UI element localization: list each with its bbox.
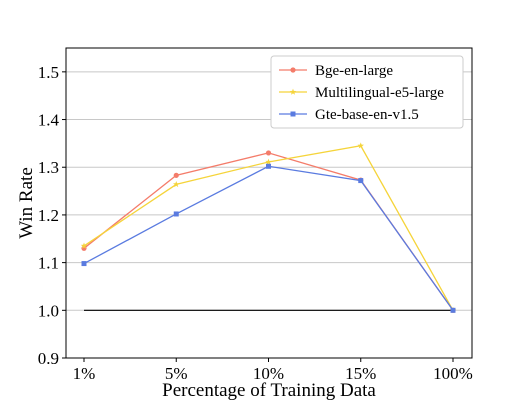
data-point [265, 158, 272, 165]
series-line [83, 165, 454, 311]
y-tick-label: 1.0 [38, 301, 59, 320]
x-tick-label: 10% [253, 364, 284, 383]
x-tick-label: 15% [345, 364, 376, 383]
legend-box [270, 55, 464, 129]
legend-item: Multilingual-e5-large [279, 85, 444, 101]
data-point [266, 163, 271, 169]
legend-label: Multilingual-e5-large [315, 85, 444, 101]
y-tick-label: 1.3 [38, 158, 59, 177]
legend-marker [290, 67, 296, 73]
y-tick-label: 1.4 [38, 111, 60, 130]
series-2 [81, 163, 456, 313]
legend-marker [290, 111, 296, 117]
x-axis-ticks: 1% 5% 10% 15% 100% [73, 358, 473, 383]
legend-label: Bge-en-large [315, 63, 393, 79]
series-0 [81, 150, 456, 313]
legend-label: Gte-base-en-v1.5 [315, 107, 419, 123]
x-axis-title: Percentage of Training Data [162, 380, 376, 401]
y-axis-title: Win Rate [16, 167, 37, 239]
legend-item: Bge-en-large [279, 63, 393, 79]
legend: Bge-en-large Multilingual-e5-large Gte-bas… [270, 55, 464, 129]
data-point [358, 178, 364, 184]
y-tick-label: 0.9 [38, 349, 59, 368]
y-axis-ticks: 0.9 1.0 1.1 1.2 1.3 1.4 1.5 [38, 63, 66, 368]
data-point [81, 261, 87, 267]
data-point [357, 142, 364, 149]
x-tick-label: 5% [165, 364, 188, 383]
data-point [173, 172, 179, 178]
x-tick-label: 100% [433, 364, 473, 383]
legend-marker [289, 88, 297, 95]
y-tick-label: 1.1 [38, 254, 59, 273]
y-tick-label: 1.5 [38, 63, 59, 82]
data-point [173, 211, 179, 217]
x-tick-label: 1% [73, 364, 96, 383]
data-point [173, 181, 180, 188]
data-point [80, 242, 88, 249]
series-line [83, 145, 454, 311]
series-lines [80, 142, 457, 314]
data-point [265, 150, 272, 156]
data-point [450, 307, 456, 313]
legend-item: Gte-base-en-v1.5 [279, 107, 419, 123]
legend-items: Bge-en-large Multilingual-e5-large Gte-bas… [279, 63, 444, 123]
y-tick-label: 1.2 [38, 206, 59, 225]
